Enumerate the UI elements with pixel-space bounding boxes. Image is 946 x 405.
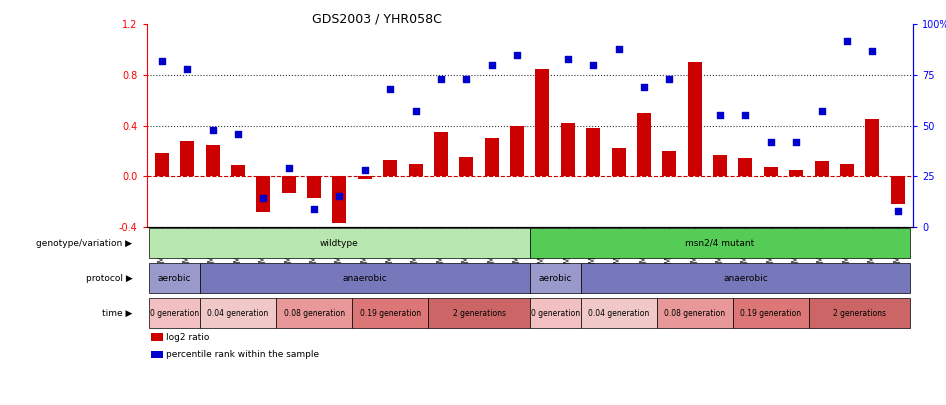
Bar <box>866 119 879 176</box>
Point <box>712 112 727 119</box>
Bar <box>358 176 372 179</box>
Bar <box>530 228 910 258</box>
Bar <box>840 164 854 176</box>
Bar <box>282 176 296 193</box>
Point <box>281 165 296 171</box>
Bar <box>332 176 346 223</box>
Bar <box>739 158 752 176</box>
Bar <box>307 176 321 198</box>
Bar <box>149 298 200 328</box>
Point <box>637 84 652 90</box>
Bar <box>484 138 499 176</box>
Text: GDS2003 / YHR058C: GDS2003 / YHR058C <box>311 12 442 25</box>
Bar <box>276 298 352 328</box>
Bar <box>611 148 625 176</box>
Text: msn2/4 mutant: msn2/4 mutant <box>686 239 755 248</box>
Point <box>358 167 373 173</box>
Bar <box>530 298 581 328</box>
Text: anaerobic: anaerobic <box>723 274 768 283</box>
Bar <box>181 141 194 176</box>
Bar <box>530 263 581 293</box>
Bar <box>581 263 910 293</box>
Bar <box>352 298 429 328</box>
Text: 0.08 generation: 0.08 generation <box>284 309 344 318</box>
Text: 0.08 generation: 0.08 generation <box>664 309 726 318</box>
Bar <box>587 128 600 176</box>
Bar <box>205 145 219 176</box>
Point <box>382 86 397 92</box>
Point <box>332 193 347 200</box>
Bar <box>149 263 200 293</box>
Bar <box>434 132 448 176</box>
Bar <box>891 176 904 204</box>
Bar <box>561 123 575 176</box>
Bar <box>733 298 809 328</box>
Point <box>231 130 246 137</box>
Bar <box>662 151 676 176</box>
Text: percentile rank within the sample: percentile rank within the sample <box>166 350 320 359</box>
Bar <box>200 263 530 293</box>
Text: wildtype: wildtype <box>320 239 359 248</box>
Text: 0.19 generation: 0.19 generation <box>359 309 421 318</box>
Point <box>255 195 271 202</box>
Bar <box>657 298 733 328</box>
Point <box>839 37 854 44</box>
Bar <box>231 165 245 176</box>
Bar <box>535 68 550 176</box>
Point <box>890 207 905 214</box>
Point <box>307 205 322 212</box>
Bar <box>688 62 702 176</box>
Text: 0.04 generation: 0.04 generation <box>207 309 269 318</box>
Bar <box>149 228 530 258</box>
Bar <box>429 298 530 328</box>
Bar <box>637 113 651 176</box>
Text: 0.04 generation: 0.04 generation <box>588 309 649 318</box>
Point <box>560 55 575 62</box>
Point <box>738 112 753 119</box>
Point <box>154 58 169 64</box>
Text: aerobic: aerobic <box>538 274 572 283</box>
Bar <box>809 298 910 328</box>
Point <box>611 45 626 52</box>
Bar <box>151 351 163 358</box>
Point <box>459 76 474 82</box>
Bar <box>200 298 276 328</box>
Bar <box>713 155 727 176</box>
Text: 2 generations: 2 generations <box>833 309 886 318</box>
Text: protocol ▶: protocol ▶ <box>86 274 132 283</box>
Point <box>662 76 677 82</box>
Text: genotype/variation ▶: genotype/variation ▶ <box>37 239 132 248</box>
Bar <box>581 298 657 328</box>
Point <box>180 66 195 72</box>
Bar <box>460 157 473 176</box>
Text: anaerobic: anaerobic <box>342 274 387 283</box>
Point <box>687 5 702 11</box>
Bar <box>151 333 163 341</box>
Text: 0 generation: 0 generation <box>150 309 199 318</box>
Point <box>789 139 804 145</box>
Text: 0 generation: 0 generation <box>531 309 580 318</box>
Point <box>433 76 448 82</box>
Point <box>763 139 779 145</box>
Text: 0.19 generation: 0.19 generation <box>740 309 801 318</box>
Text: 2 generations: 2 generations <box>452 309 505 318</box>
Text: log2 ratio: log2 ratio <box>166 333 210 342</box>
Bar <box>763 167 778 176</box>
Text: aerobic: aerobic <box>158 274 191 283</box>
Bar <box>383 160 397 176</box>
Point <box>484 62 499 68</box>
Text: time ▶: time ▶ <box>102 309 132 318</box>
Bar <box>789 170 803 176</box>
Point <box>814 108 829 115</box>
Bar <box>510 126 524 176</box>
Bar <box>256 176 271 211</box>
Point <box>408 108 423 115</box>
Bar <box>155 153 168 176</box>
Point <box>865 47 880 54</box>
Point <box>205 126 220 133</box>
Bar <box>815 161 829 176</box>
Bar <box>409 164 423 176</box>
Point <box>586 62 601 68</box>
Point <box>510 51 525 58</box>
